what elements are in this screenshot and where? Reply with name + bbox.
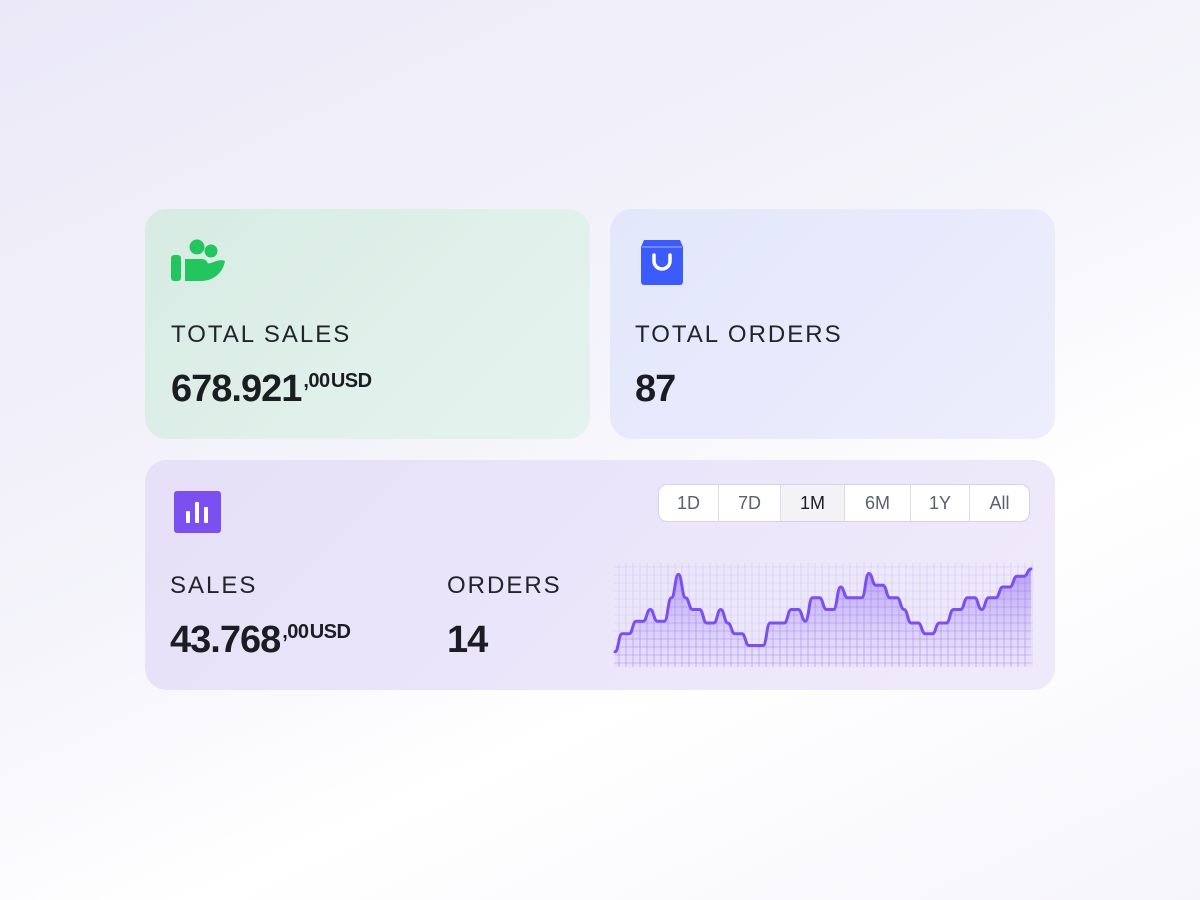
sales-fraction: ,00 USD (282, 621, 351, 643)
total-sales-fraction: ,00 USD (303, 370, 372, 392)
sales-summary-card: 1D 7D 1M 6M 1Y All SALES 43.768,00 USD O… (145, 460, 1055, 690)
sales-decimals: ,00 (282, 621, 309, 643)
total-sales-currency: USD (330, 370, 372, 392)
sales-value: 43.768,00 USD (170, 619, 351, 662)
total-sales-card: TOTAL SALES 678.921,00 USD (145, 209, 590, 439)
tab-6m[interactable]: 6M (844, 485, 910, 521)
total-sales-label: TOTAL SALES (171, 321, 352, 348)
total-sales-amount: 678.921 (171, 368, 302, 410)
total-orders-card: TOTAL ORDERS 87 (610, 209, 1055, 439)
sales-line (613, 567, 1033, 654)
sales-currency: USD (309, 621, 351, 643)
time-range-selector: 1D 7D 1M 6M 1Y All (658, 484, 1030, 522)
sales-area (615, 569, 1031, 667)
total-sales-value: 678.921,00 USD (171, 368, 372, 411)
bar-chart-icon (174, 491, 221, 533)
sales-sparkline-chart (613, 563, 1033, 667)
total-orders-label: TOTAL ORDERS (635, 321, 843, 348)
total-sales-decimals: ,00 (303, 370, 330, 392)
tab-1y[interactable]: 1Y (910, 485, 969, 521)
sales-amount: 43.768 (170, 619, 281, 661)
orders-label: ORDERS (447, 572, 562, 599)
orders-value: 14 (447, 619, 488, 661)
tab-7d[interactable]: 7D (718, 485, 780, 521)
tab-1m[interactable]: 1M (780, 485, 844, 521)
shopping-bag-icon (641, 240, 683, 285)
total-orders-value: 87 (635, 368, 676, 410)
hand-holding-users-icon (171, 239, 225, 281)
sales-label: SALES (170, 572, 258, 599)
tab-all[interactable]: All (969, 485, 1029, 521)
tab-1d[interactable]: 1D (676, 492, 700, 513)
